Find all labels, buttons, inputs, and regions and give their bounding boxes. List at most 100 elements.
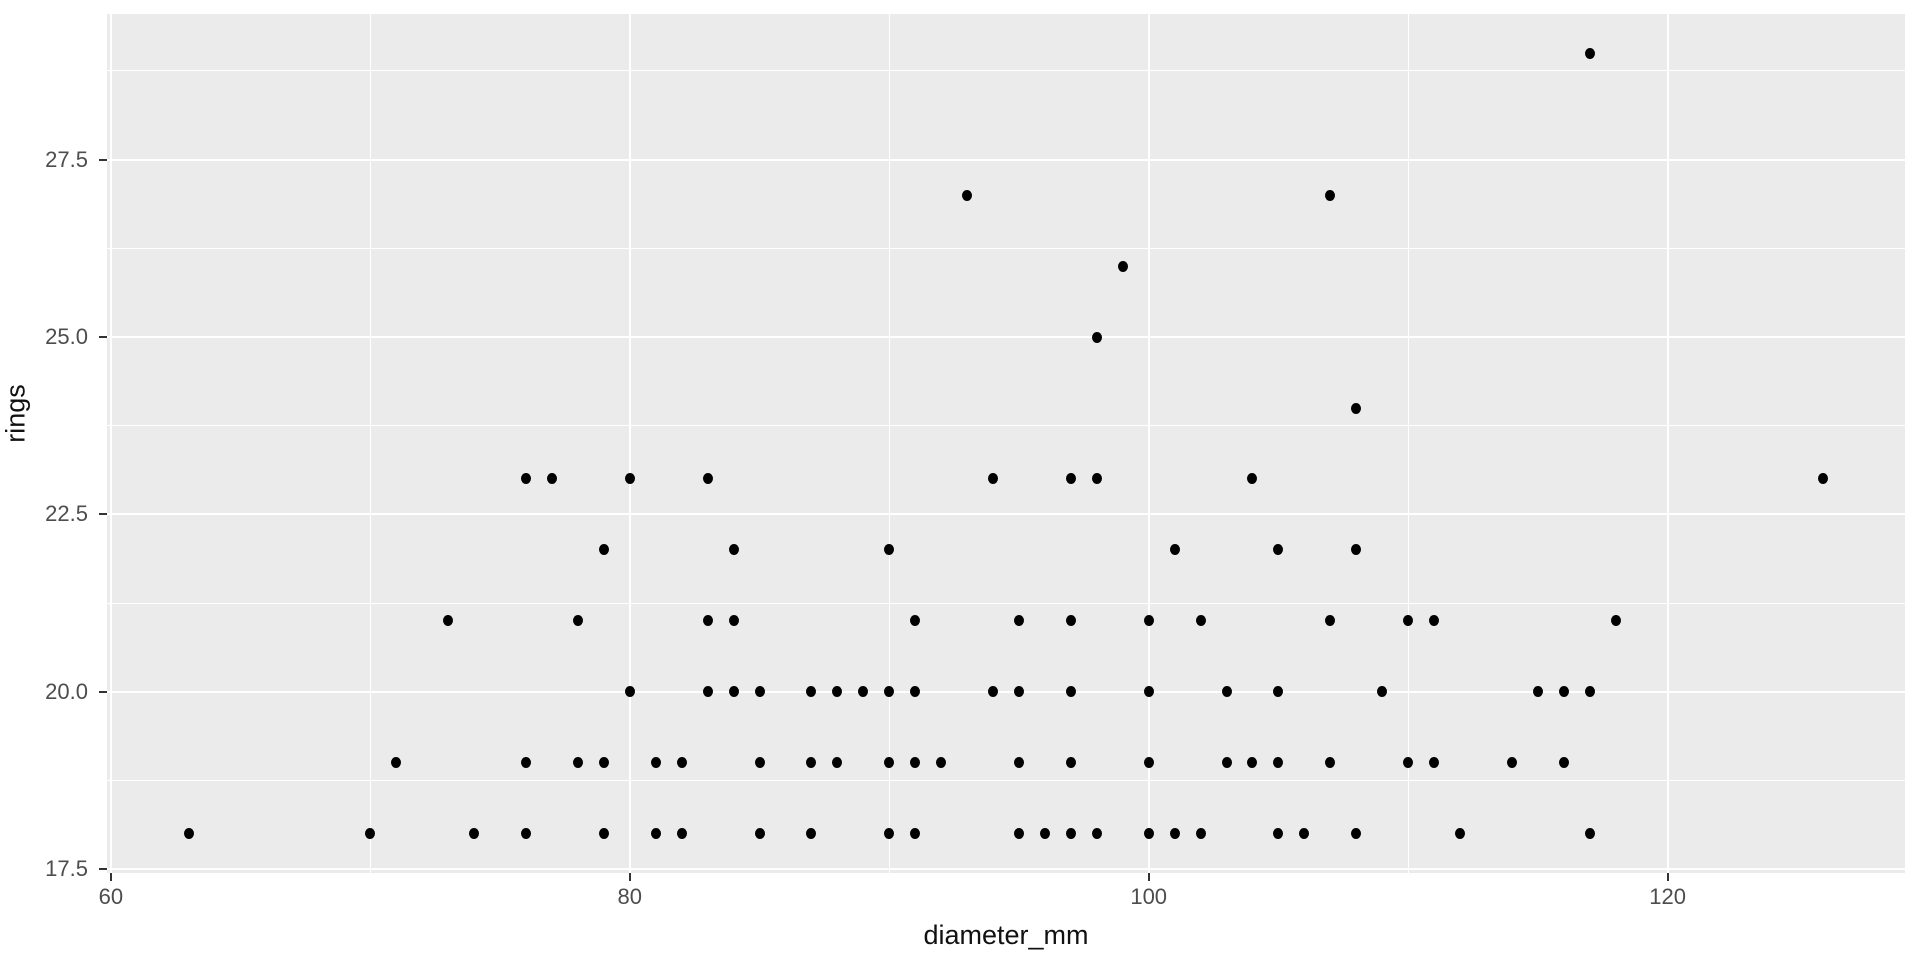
data-point bbox=[598, 544, 609, 556]
data-point bbox=[754, 828, 765, 840]
data-point bbox=[754, 686, 765, 698]
data-point bbox=[1247, 473, 1258, 485]
data-point bbox=[1195, 828, 1206, 840]
x-major-gridline bbox=[1666, 14, 1669, 873]
data-point bbox=[1143, 615, 1154, 627]
data-point bbox=[1325, 189, 1336, 201]
data-point bbox=[1039, 828, 1050, 840]
data-point bbox=[1065, 615, 1076, 627]
data-point bbox=[1143, 828, 1154, 840]
plot-panel bbox=[107, 14, 1905, 873]
data-point bbox=[1351, 544, 1362, 556]
data-point bbox=[1610, 615, 1621, 627]
data-point bbox=[443, 615, 454, 627]
y-major-gridline bbox=[107, 690, 1905, 693]
data-point bbox=[1065, 686, 1076, 698]
data-point bbox=[1013, 686, 1024, 698]
data-point bbox=[754, 757, 765, 769]
data-point bbox=[884, 686, 895, 698]
data-point bbox=[806, 828, 817, 840]
y-tick-mark bbox=[99, 868, 107, 871]
data-point bbox=[1273, 686, 1284, 698]
data-point bbox=[962, 189, 973, 201]
y-minor-gridline bbox=[107, 602, 1905, 604]
data-point bbox=[1247, 757, 1258, 769]
data-point bbox=[1091, 473, 1102, 485]
data-point bbox=[1273, 757, 1284, 769]
data-point bbox=[183, 828, 194, 840]
data-point bbox=[1325, 757, 1336, 769]
data-point bbox=[1273, 828, 1284, 840]
y-minor-gridline bbox=[107, 780, 1905, 782]
data-point bbox=[1532, 686, 1543, 698]
data-point bbox=[1221, 757, 1232, 769]
x-major-gridline bbox=[1147, 14, 1150, 873]
data-point bbox=[1091, 331, 1102, 343]
data-point bbox=[624, 473, 635, 485]
y-tick-mark bbox=[99, 158, 107, 161]
data-point bbox=[1143, 686, 1154, 698]
data-point bbox=[1169, 544, 1180, 556]
data-point bbox=[1403, 757, 1414, 769]
y-tick-mark bbox=[99, 513, 107, 516]
x-minor-gridline bbox=[1407, 14, 1409, 873]
data-point bbox=[1403, 615, 1414, 627]
data-point bbox=[702, 615, 713, 627]
data-point bbox=[1429, 615, 1440, 627]
data-point bbox=[365, 828, 376, 840]
data-point bbox=[910, 686, 921, 698]
data-point bbox=[806, 686, 817, 698]
x-tick-mark bbox=[628, 873, 631, 881]
data-point bbox=[1065, 473, 1076, 485]
data-point bbox=[806, 757, 817, 769]
data-point bbox=[598, 757, 609, 769]
x-tick-label: 120 bbox=[1649, 884, 1686, 909]
y-tick-mark bbox=[99, 336, 107, 338]
y-major-gridline bbox=[107, 868, 1905, 871]
data-point bbox=[1351, 402, 1362, 414]
y-major-gridline bbox=[107, 158, 1905, 161]
data-point bbox=[1013, 828, 1024, 840]
data-point bbox=[832, 757, 843, 769]
x-tick-label: 100 bbox=[1130, 884, 1168, 909]
y-minor-gridline bbox=[107, 247, 1905, 249]
data-point bbox=[910, 615, 921, 627]
data-point bbox=[1195, 615, 1206, 627]
x-tick-label: 60 bbox=[98, 884, 124, 909]
y-minor-gridline bbox=[107, 70, 1905, 72]
data-point bbox=[728, 615, 739, 627]
data-point bbox=[1584, 47, 1595, 59]
y-tick-label: 27.5 bbox=[45, 146, 88, 172]
data-point bbox=[858, 686, 869, 698]
y-major-gridline bbox=[107, 336, 1905, 338]
data-point bbox=[910, 828, 921, 840]
data-point bbox=[1117, 260, 1128, 272]
data-point bbox=[702, 686, 713, 698]
x-tick-mark bbox=[1147, 873, 1150, 881]
data-point bbox=[728, 544, 739, 556]
data-point bbox=[572, 757, 583, 769]
x-major-gridline bbox=[628, 14, 631, 873]
data-point bbox=[884, 828, 895, 840]
y-tick-label: 22.5 bbox=[45, 501, 88, 527]
data-point bbox=[1143, 757, 1154, 769]
data-point bbox=[1351, 828, 1362, 840]
data-point bbox=[988, 473, 999, 485]
data-point bbox=[1377, 686, 1388, 698]
y-major-gridline bbox=[107, 513, 1905, 516]
data-point bbox=[884, 544, 895, 556]
data-point bbox=[1455, 828, 1466, 840]
data-point bbox=[884, 757, 895, 769]
data-point bbox=[1584, 686, 1595, 698]
data-point bbox=[650, 757, 661, 769]
data-point bbox=[650, 828, 661, 840]
data-point bbox=[598, 828, 609, 840]
y-axis-title: rings bbox=[0, 383, 31, 443]
data-point bbox=[391, 757, 402, 769]
data-point bbox=[676, 757, 687, 769]
data-point bbox=[728, 686, 739, 698]
data-point bbox=[1584, 828, 1595, 840]
data-point bbox=[936, 757, 947, 769]
data-point bbox=[702, 473, 713, 485]
